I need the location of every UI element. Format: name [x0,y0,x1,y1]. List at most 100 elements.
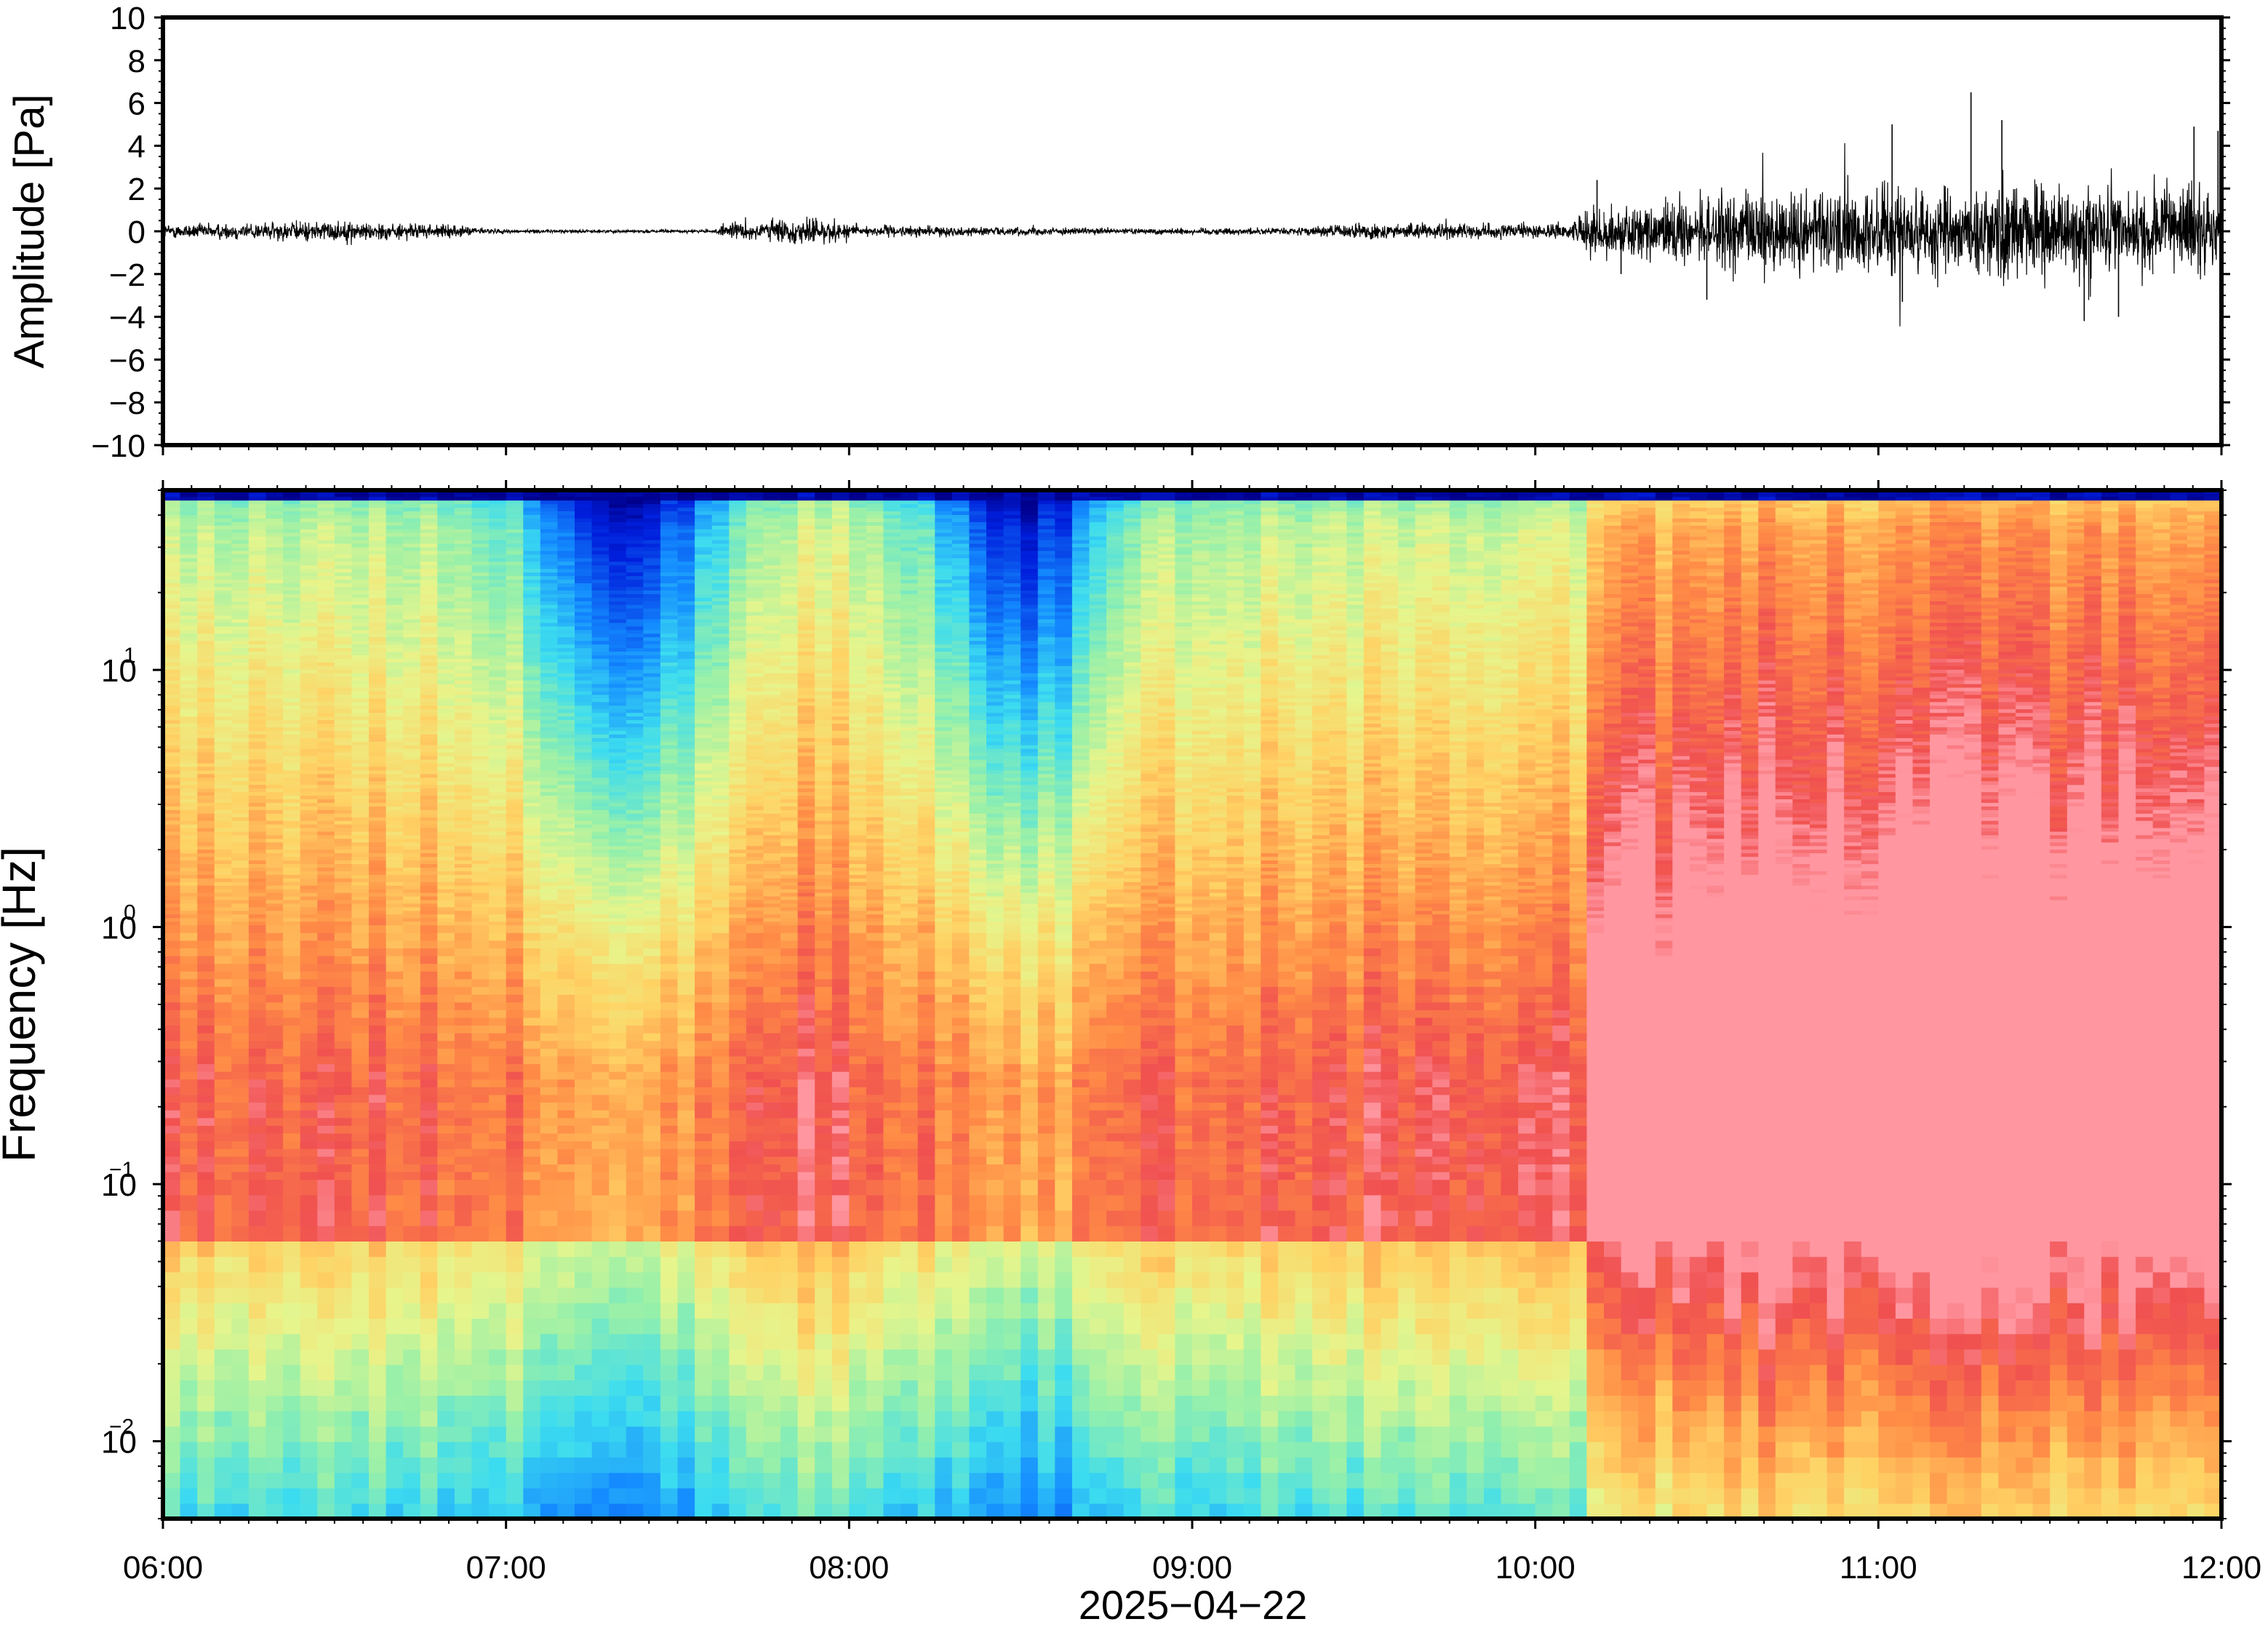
spectrogram-cell [489,695,506,699]
spectrogram-cell [249,716,266,720]
spectrogram-cell [283,723,300,727]
spectrogram-cell [403,698,420,703]
spectrogram-cell [609,525,626,529]
spectrogram-cell [523,863,540,868]
spectrogram-cell [386,1140,404,1148]
spectrogram-cell [540,669,558,673]
spectrogram-cell [455,1018,472,1026]
spectrogram-cell [317,1018,335,1026]
spectrogram-cell [335,497,352,501]
spectrogram-cell [249,788,266,792]
spectrogram-cell [215,924,232,932]
spectrogram-cell [403,799,420,803]
spectrogram-cell [283,551,300,555]
spectrogram-cell [472,784,490,788]
spectrogram-cell [369,1010,386,1018]
spectrogram-cell [540,658,558,663]
spectrogram-cell [523,963,540,971]
spectrogram-cell [163,924,180,932]
spectrogram-cell [489,767,506,771]
spectrogram-cell [249,669,266,673]
spectrogram-cell [575,889,592,893]
spectrogram-cell [540,842,558,847]
spectrogram-cell [231,806,249,810]
spectrogram-cell [472,948,490,956]
spectrogram-cell [197,593,215,598]
spectrogram-cell [575,575,592,580]
spectrogram-cell [197,850,215,854]
spectrogram-cell [540,781,558,785]
spectrogram-cell [575,806,592,810]
spectrogram-cell [215,860,232,864]
spectrogram-cell [317,763,335,767]
spectrogram-cell [283,615,300,620]
spectrogram-cell [472,503,490,508]
spectrogram-cell [420,727,438,731]
spectrogram-cell [592,1102,610,1110]
spectrogram-cell [489,536,506,540]
spectrogram-cell [369,986,386,994]
spectrogram-cell [369,651,386,655]
spectrogram-cell [506,695,524,699]
spectrogram-cell [506,719,524,724]
spectrogram-cell [523,889,540,893]
spectrogram-cell [266,774,284,778]
spectrogram-cell [557,1087,575,1095]
spectrogram-cell [592,1472,610,1488]
spectrogram-cell [369,784,386,788]
spectrogram-cell [523,874,540,879]
spectrogram-cell [592,767,610,771]
spectrogram-cell [455,680,472,684]
spectrogram-cell [180,500,198,504]
spectrogram-cell [540,932,558,940]
spectrogram-cell [437,626,455,631]
spectrogram-cell [266,730,284,735]
spectrogram-cell [180,806,198,810]
spectrogram-cell [163,784,180,788]
spectrogram-cell [403,658,420,663]
spectrogram-cell [575,1457,592,1473]
spectrogram-cell [557,532,575,537]
spectrogram-cell [197,719,215,724]
spectrogram-cell [575,1002,592,1010]
spectrogram-cell [266,719,284,724]
spectrogram-cell [523,637,540,641]
spectrogram-cell [266,604,284,609]
spectrogram-cell [609,630,626,634]
spectrogram-cell [557,752,575,756]
spectrogram-cell [369,741,386,745]
spectrogram-cell [523,842,540,847]
spectrogram-cell [386,748,404,753]
spectrogram-cell [420,1172,438,1180]
spectrogram-cell [540,948,558,956]
spectrogram-cell [180,784,198,788]
spectrogram-cell [351,1079,369,1087]
spectrogram-cell [351,619,369,623]
spectrogram-cell [163,770,180,775]
spectrogram-cell [351,994,369,1002]
spectrogram-cell [523,846,540,850]
spectrogram-cell [523,558,540,562]
spectrogram-cell [592,630,610,634]
spectrogram-cell [335,795,352,799]
spectrogram-cell [231,727,249,731]
spectrogram-cell [506,971,524,979]
spectrogram-cell [351,1287,369,1303]
spectrogram-cell [472,963,490,971]
spectrogram-cell [369,1442,386,1458]
spectrogram-cell [351,784,369,788]
spectrogram-cell [249,963,266,971]
spectrogram-cell [472,820,490,825]
spectrogram-cell [197,795,215,799]
spectrogram-cell [317,1164,335,1172]
spectrogram-cell [609,1118,626,1126]
spectrogram-cell [592,874,610,879]
spectrogram-cell [455,493,472,497]
spectrogram-cell [420,1256,438,1272]
spectrogram-cell [300,1426,318,1442]
spectrogram-cell [523,759,540,764]
spectrogram-cell [592,719,610,724]
spectrogram-cell [249,601,266,605]
spectrogram-cell [369,1179,386,1195]
spectrogram-cell [506,551,524,555]
